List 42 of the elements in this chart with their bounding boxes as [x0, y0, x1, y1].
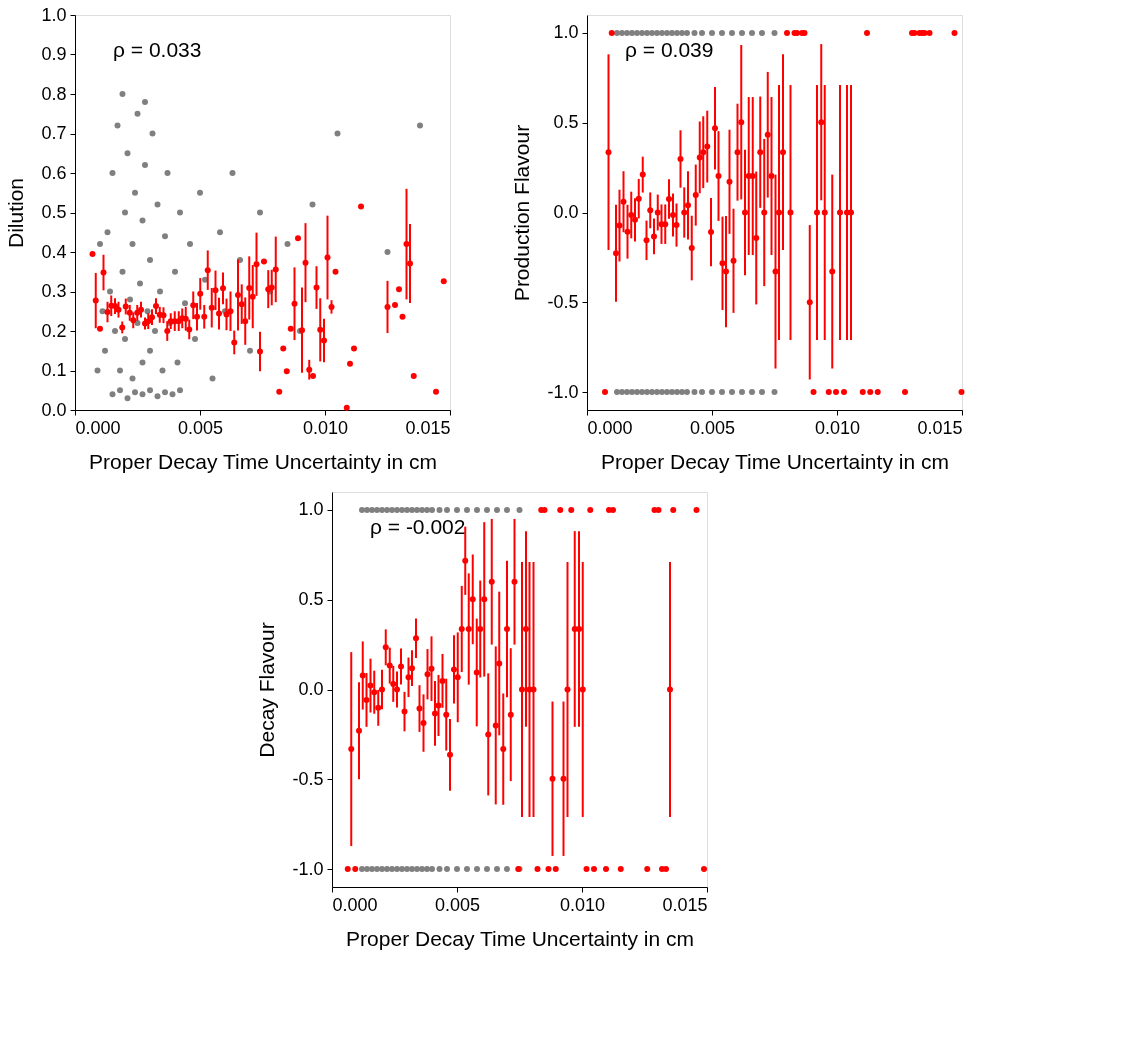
y-tick-label: -0.5	[292, 768, 324, 789]
y-tick-label: 0.3	[41, 281, 67, 301]
x-axis-title: Proper Decay Time Uncertainty in cm	[89, 449, 437, 473]
x-tick-label: 0.005	[689, 417, 736, 438]
x-tick-label: 0.010	[814, 417, 861, 438]
annotation: ρ = 0.039	[625, 38, 714, 61]
x-tick-label: 0.000	[332, 894, 378, 915]
y-tick-label: 0.8	[41, 83, 67, 104]
y-tick-label: -1.0	[292, 858, 324, 879]
x-tick-label: 0.005	[177, 417, 224, 438]
y-tick-label: -1.0	[547, 381, 579, 402]
y-tick-label: 0.4	[41, 241, 67, 262]
y-axis-title: Decay Flavour	[255, 622, 279, 758]
y-tick-label: 1.0	[41, 4, 67, 25]
annotation: ρ = -0.002	[370, 515, 466, 538]
y-tick-label: 0.5	[41, 202, 67, 222]
y-axis-title: Dilution	[4, 177, 28, 249]
x-tick-label: 0.000	[75, 417, 121, 438]
x-axis-title: Proper Decay Time Uncertainty in cm	[601, 449, 949, 473]
y-tick-label: 0.5	[298, 589, 324, 610]
x-tick-label: 0.015	[405, 417, 451, 438]
x-tick-label: 0.000	[587, 417, 633, 438]
x-tick-label: 0.005	[434, 894, 481, 915]
y-tick-label: 0.9	[41, 44, 67, 64]
y-tick-label: 0.2	[41, 320, 67, 341]
y-tick-label: 0.0	[41, 399, 67, 420]
y-tick-label: 0.1	[41, 360, 67, 380]
y-tick-label: 0.6	[41, 162, 67, 183]
x-axis-title: Proper Decay Time Uncertainty in cm	[346, 926, 694, 950]
x-tick-label: 0.010	[559, 894, 606, 915]
y-axis-title: Production Flavour	[510, 124, 534, 302]
y-tick-label: -0.5	[547, 291, 579, 312]
y-tick-label: 0.7	[41, 123, 67, 143]
y-tick-label: 1.0	[298, 499, 324, 520]
y-tick-label: 1.0	[553, 22, 579, 43]
x-tick-label: 0.010	[302, 417, 349, 438]
x-tick-label: 0.015	[917, 417, 963, 438]
annotation: ρ = 0.033	[113, 38, 202, 61]
y-tick-label: 0.0	[298, 679, 324, 699]
x-tick-label: 0.015	[662, 894, 708, 915]
y-tick-label: 0.5	[553, 112, 579, 133]
y-tick-label: 0.0	[553, 202, 579, 222]
